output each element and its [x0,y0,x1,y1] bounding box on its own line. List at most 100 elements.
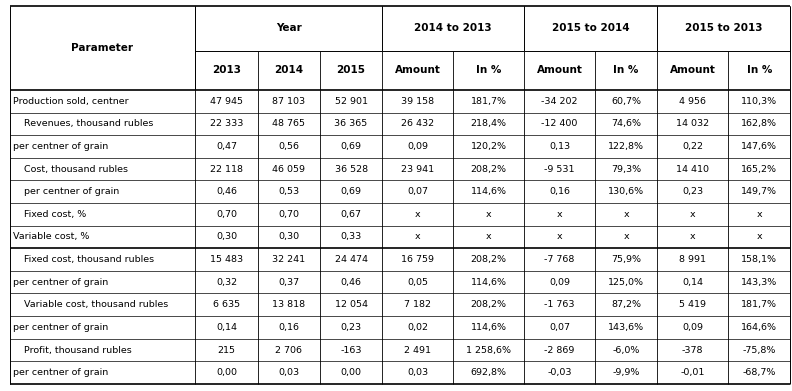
Text: x: x [415,210,421,219]
Text: 52 901: 52 901 [334,97,367,106]
Text: 0,69: 0,69 [341,142,362,151]
Text: Revenues, thousand rubles: Revenues, thousand rubles [24,119,153,128]
Text: x: x [557,232,562,242]
Text: 218,4%: 218,4% [470,119,507,128]
Text: 164,6%: 164,6% [741,323,777,332]
Text: x: x [557,210,562,219]
Text: x: x [485,232,491,242]
Text: 0,30: 0,30 [216,232,237,242]
Text: 0,33: 0,33 [341,232,362,242]
Text: 0,07: 0,07 [549,323,570,332]
Text: 162,8%: 162,8% [741,119,777,128]
Text: 0,07: 0,07 [407,187,428,196]
Text: Profit, thousand rubles: Profit, thousand rubles [24,346,131,355]
Text: x: x [690,232,695,242]
Text: Year: Year [276,23,302,33]
Text: Amount: Amount [670,65,716,75]
Text: 0,67: 0,67 [341,210,362,219]
Text: Fixed cost, thousand rubles: Fixed cost, thousand rubles [24,255,154,264]
Text: In %: In % [614,65,639,75]
Text: x: x [690,210,695,219]
Text: 215: 215 [218,346,235,355]
Text: 1 258,6%: 1 258,6% [466,346,511,355]
Text: 47 945: 47 945 [210,97,243,106]
Text: 87 103: 87 103 [272,97,306,106]
Text: 122,8%: 122,8% [608,142,644,151]
Text: 0,70: 0,70 [278,210,299,219]
Text: 2013: 2013 [212,65,241,75]
Text: 2014 to 2013: 2014 to 2013 [414,23,492,33]
Text: per centner of grain: per centner of grain [13,142,108,151]
Text: 74,6%: 74,6% [611,119,641,128]
Text: 26 432: 26 432 [401,119,434,128]
Text: 181,7%: 181,7% [741,300,777,309]
Text: 87,2%: 87,2% [611,300,641,309]
Text: 14 410: 14 410 [676,165,709,174]
Text: 114,6%: 114,6% [470,187,507,196]
Text: 5 419: 5 419 [680,300,706,309]
Text: Variable cost, thousand rubles: Variable cost, thousand rubles [24,300,168,309]
Text: 0,23: 0,23 [682,187,703,196]
Text: 114,6%: 114,6% [470,323,507,332]
Text: Fixed cost, %: Fixed cost, % [24,210,86,219]
Text: 22 333: 22 333 [210,119,243,128]
Text: 0,69: 0,69 [341,187,362,196]
Text: -2 869: -2 869 [544,346,575,355]
Text: 149,7%: 149,7% [741,187,777,196]
Text: -163: -163 [341,346,362,355]
Text: 46 059: 46 059 [272,165,306,174]
Text: -75,8%: -75,8% [743,346,776,355]
Text: 4 956: 4 956 [680,97,706,106]
Text: 48 765: 48 765 [272,119,306,128]
Text: 13 818: 13 818 [272,300,306,309]
Text: 0,05: 0,05 [407,278,428,287]
Text: x: x [415,232,421,242]
Text: 692,8%: 692,8% [470,368,507,377]
Text: 2015: 2015 [337,65,366,75]
Text: 2015 to 2014: 2015 to 2014 [552,23,630,33]
Text: x: x [623,210,629,219]
Text: 0,37: 0,37 [278,278,299,287]
Text: 0,30: 0,30 [278,232,299,242]
Text: -9 531: -9 531 [544,165,575,174]
Text: 2 706: 2 706 [276,346,303,355]
Text: per centner of grain: per centner of grain [13,323,108,332]
Text: Amount: Amount [536,65,582,75]
Text: Amount: Amount [394,65,440,75]
Text: -1 763: -1 763 [544,300,575,309]
Text: 0,02: 0,02 [407,323,428,332]
Text: 208,2%: 208,2% [470,255,507,264]
Text: 0,00: 0,00 [216,368,237,377]
Text: 6 635: 6 635 [213,300,240,309]
Text: 8 991: 8 991 [680,255,706,264]
Text: 32 241: 32 241 [272,255,306,264]
Text: 143,6%: 143,6% [608,323,644,332]
Text: -378: -378 [682,346,703,355]
Text: -0,03: -0,03 [547,368,572,377]
Text: Parameter: Parameter [71,43,134,53]
Text: 0,46: 0,46 [341,278,362,287]
Text: 208,2%: 208,2% [470,300,507,309]
Text: -68,7%: -68,7% [743,368,776,377]
Text: 208,2%: 208,2% [470,165,507,174]
Text: 0,14: 0,14 [216,323,237,332]
Text: 0,09: 0,09 [682,323,703,332]
Text: 181,7%: 181,7% [470,97,507,106]
Text: 0,16: 0,16 [549,187,570,196]
Text: 0,70: 0,70 [216,210,237,219]
Text: -0,01: -0,01 [680,368,705,377]
Text: 0,13: 0,13 [549,142,570,151]
Text: 0,09: 0,09 [549,278,570,287]
Text: 0,53: 0,53 [278,187,299,196]
Text: -12 400: -12 400 [541,119,577,128]
Text: 0,56: 0,56 [278,142,299,151]
Text: 0,16: 0,16 [278,323,299,332]
Text: 0,32: 0,32 [216,278,237,287]
Text: 12 054: 12 054 [334,300,367,309]
Text: per centner of grain: per centner of grain [24,187,119,196]
Text: 75,9%: 75,9% [611,255,641,264]
Text: 0,03: 0,03 [407,368,428,377]
Text: per centner of grain: per centner of grain [13,368,108,377]
Text: 158,1%: 158,1% [741,255,777,264]
Text: 0,22: 0,22 [682,142,703,151]
